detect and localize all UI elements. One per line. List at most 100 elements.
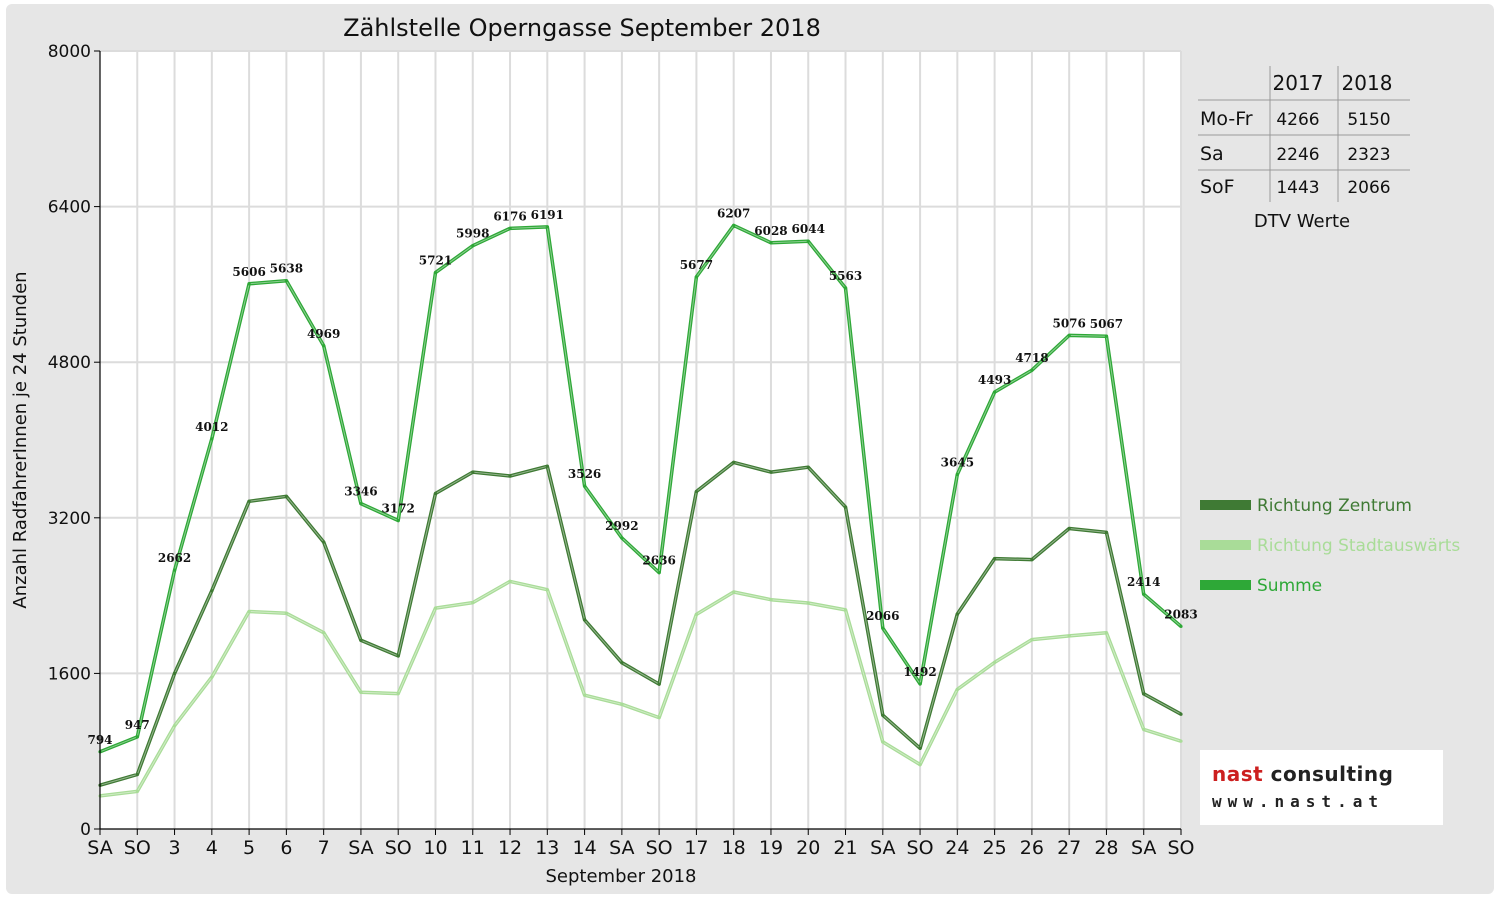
data-point [396,654,400,658]
data-point [284,494,288,499]
dtv-value-2017: 4266 [1276,110,1319,130]
data-label: 4493 [978,373,1011,387]
data-point [1030,368,1034,372]
data-point [172,568,177,572]
x-tick-label: 18 [722,837,746,859]
data-point [1067,333,1071,337]
x-tick-label: SO [646,837,673,859]
data-point [769,241,773,245]
dtv-value-2018: 2066 [1347,178,1390,198]
x-tick-label: SA [348,837,373,859]
data-label: 6028 [754,224,787,238]
data-point [806,601,810,605]
data-point [135,735,139,739]
legend-label: Richtung Zentrum [1257,496,1412,516]
data-point [433,271,438,275]
data-point [322,344,326,348]
data-label: 947 [125,718,150,732]
legend-swatch [1200,540,1251,550]
data-label: 1492 [903,665,936,679]
dtv-row-label: SoF [1200,176,1235,198]
data-label: 4718 [1015,351,1048,365]
x-tick-label: SO [907,837,934,859]
series-line [99,460,1182,787]
data-point [993,660,997,665]
logo-brand: nast consulting [1212,762,1394,786]
data-point [1104,334,1109,338]
data-point [545,464,549,468]
data-point [172,724,177,728]
data-label: 5677 [680,258,713,272]
data-point [843,286,848,290]
y-tick-label: 8000 [48,42,91,62]
data-point [732,460,736,464]
data-point [1104,530,1109,534]
x-tick-label: 6 [280,837,292,859]
data-point [1179,712,1183,716]
x-tick-label: 5 [243,837,255,859]
dtv-row-label: Sa [1200,143,1224,165]
data-point [955,472,959,477]
data-point [135,772,139,777]
x-tick-label: 14 [572,837,596,859]
data-point [1030,558,1034,562]
legend-label: Richtung Stadtauswärts [1257,536,1460,556]
data-label: 3645 [941,456,974,470]
data-label: 3346 [344,485,377,499]
data-point [881,713,885,717]
legend-swatch [1200,580,1251,590]
data-point [918,746,922,750]
data-point [284,279,288,283]
data-label: 3526 [568,467,601,481]
data-point [620,661,624,665]
data-point [1179,739,1183,743]
data-point [247,609,251,614]
x-tick-label: 12 [498,837,522,859]
data-point [806,465,810,469]
data-point [322,631,326,635]
dtv-value-2018: 2323 [1347,145,1390,165]
data-label: 6044 [792,222,825,236]
x-tick-label: 11 [461,837,485,859]
data-label: 5998 [456,227,489,241]
data-point [657,715,661,720]
x-tick-label: 7 [318,837,330,859]
data-label: 5067 [1090,317,1123,331]
data-label: 6176 [493,209,526,223]
data-point [993,557,997,561]
data-point [1142,592,1146,596]
data-point [1067,634,1071,638]
data-point [359,502,363,506]
x-tick-label: SO [385,837,412,859]
data-point [955,612,959,616]
dtv-row-label: Mo-Fr [1200,108,1253,130]
data-point [955,687,959,692]
series-line-highlight [99,580,1182,797]
series-line-highlight [99,224,1182,753]
data-point [210,437,214,441]
data-point [210,675,214,679]
x-tick-label: SA [870,837,895,859]
data-point [1142,727,1146,732]
x-tick-label: 3 [169,837,181,859]
series-line [99,579,1182,798]
data-point [545,225,549,229]
data-label: 5606 [232,265,265,279]
data-point [135,789,139,793]
data-label: 5721 [419,254,452,268]
data-point [1067,526,1071,531]
data-point [769,470,773,474]
data-point [732,223,736,227]
data-label: 2662 [158,551,191,565]
data-label: 3172 [382,502,415,516]
data-point [881,740,885,744]
y-tick-label: 3200 [48,509,91,529]
data-label: 794 [87,733,112,747]
x-tick-label: 4 [206,837,218,859]
data-point [843,505,848,509]
data-point [508,579,512,584]
legend-label: Summe [1257,576,1322,596]
data-point [508,226,512,230]
company-logo: nast consulting www.nast.at [1200,750,1443,825]
legend: Richtung Zentrum Richtung Stadtauswärts … [1200,496,1460,596]
